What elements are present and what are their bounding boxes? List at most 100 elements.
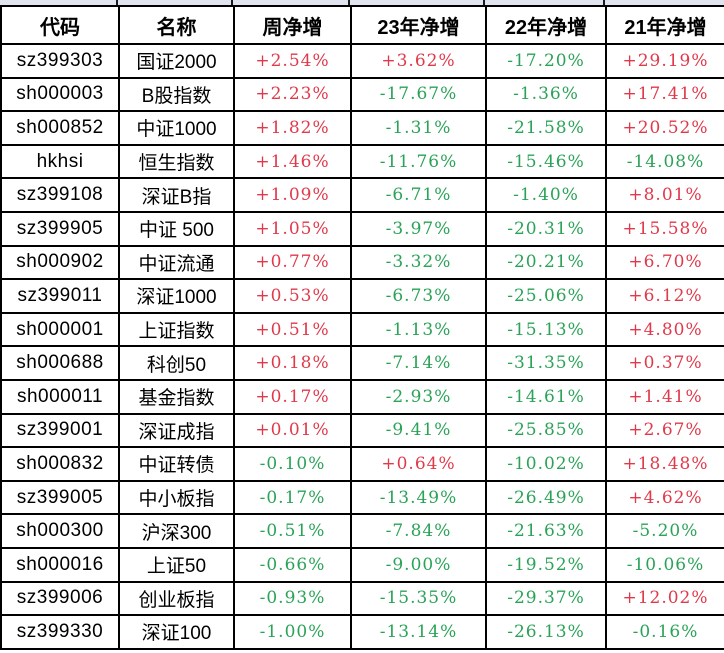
header-2021-change[interactable]: 21年净增 bbox=[605, 5, 724, 45]
value-cell[interactable]: -25.85% bbox=[485, 412, 607, 449]
name-cell[interactable]: 中证 500 bbox=[118, 210, 235, 247]
value-cell[interactable]: -0.10% bbox=[233, 446, 352, 482]
name-cell[interactable]: 上证50 bbox=[118, 546, 235, 583]
header-code[interactable]: 代码 bbox=[0, 5, 120, 45]
value-cell[interactable]: +0.01% bbox=[233, 412, 352, 449]
value-cell[interactable]: -15.35% bbox=[350, 580, 487, 617]
code-cell[interactable]: sh000300 bbox=[0, 513, 120, 549]
value-cell[interactable]: -20.31% bbox=[485, 210, 607, 247]
value-cell[interactable]: -15.13% bbox=[485, 311, 607, 348]
code-cell[interactable]: sz399006 bbox=[0, 580, 120, 617]
code-cell[interactable]: hkhsi bbox=[0, 143, 120, 180]
value-cell[interactable]: +0.51% bbox=[233, 311, 352, 348]
value-cell[interactable]: +1.82% bbox=[233, 110, 352, 146]
value-cell[interactable]: -17.20% bbox=[485, 43, 607, 79]
value-cell[interactable]: -31.35% bbox=[485, 345, 607, 381]
value-cell[interactable]: +2.23% bbox=[233, 76, 352, 113]
value-cell[interactable]: +4.62% bbox=[605, 479, 724, 516]
value-cell[interactable]: +12.02% bbox=[605, 580, 724, 617]
value-cell[interactable]: +0.53% bbox=[233, 278, 352, 314]
value-cell[interactable]: +29.19% bbox=[605, 43, 724, 79]
code-cell[interactable]: sz399905 bbox=[0, 210, 120, 247]
value-cell[interactable]: +2.67% bbox=[605, 412, 724, 449]
code-cell[interactable]: sh000852 bbox=[0, 110, 120, 146]
value-cell[interactable]: -1.36% bbox=[485, 76, 607, 113]
code-cell[interactable]: sh000001 bbox=[0, 311, 120, 348]
value-cell[interactable]: -0.16% bbox=[605, 614, 724, 650]
value-cell[interactable]: +0.37% bbox=[605, 345, 724, 381]
value-cell[interactable]: +4.80% bbox=[605, 311, 724, 348]
value-cell[interactable]: -7.14% bbox=[350, 345, 487, 381]
value-cell[interactable]: +1.41% bbox=[605, 378, 724, 415]
value-cell[interactable]: -1.40% bbox=[485, 177, 607, 213]
value-cell[interactable]: -10.06% bbox=[605, 546, 724, 583]
value-cell[interactable]: -13.49% bbox=[350, 479, 487, 516]
value-cell[interactable]: -26.49% bbox=[485, 479, 607, 516]
value-cell[interactable]: -0.51% bbox=[233, 513, 352, 549]
code-cell[interactable]: sz399330 bbox=[0, 614, 120, 650]
name-cell[interactable]: 中证流通 bbox=[118, 244, 235, 281]
value-cell[interactable]: -0.17% bbox=[233, 479, 352, 516]
value-cell[interactable]: -13.14% bbox=[350, 614, 487, 650]
value-cell[interactable]: -29.37% bbox=[485, 580, 607, 617]
value-cell[interactable]: -9.41% bbox=[350, 412, 487, 449]
value-cell[interactable]: -11.76% bbox=[350, 143, 487, 180]
name-cell[interactable]: 沪深300 bbox=[118, 513, 235, 549]
code-cell[interactable]: sz399303 bbox=[0, 43, 120, 79]
code-cell[interactable]: sz399108 bbox=[0, 177, 120, 213]
name-cell[interactable]: B股指数 bbox=[118, 76, 235, 113]
value-cell[interactable]: +0.64% bbox=[350, 446, 487, 482]
code-cell[interactable]: sz399005 bbox=[0, 479, 120, 516]
value-cell[interactable]: -3.32% bbox=[350, 244, 487, 281]
header-week-change[interactable]: 周净增 bbox=[233, 5, 352, 45]
value-cell[interactable]: +8.01% bbox=[605, 177, 724, 213]
value-cell[interactable]: +18.48% bbox=[605, 446, 724, 482]
header-name[interactable]: 名称 bbox=[118, 5, 235, 45]
name-cell[interactable]: 恒生指数 bbox=[118, 143, 235, 180]
value-cell[interactable]: -0.66% bbox=[233, 546, 352, 583]
value-cell[interactable]: -14.61% bbox=[485, 378, 607, 415]
header-2023-change[interactable]: 23年净增 bbox=[350, 5, 487, 45]
value-cell[interactable]: -1.13% bbox=[350, 311, 487, 348]
name-cell[interactable]: 中小板指 bbox=[118, 479, 235, 516]
header-2022-change[interactable]: 22年净增 bbox=[485, 5, 607, 45]
value-cell[interactable]: +1.46% bbox=[233, 143, 352, 180]
value-cell[interactable]: +2.54% bbox=[233, 43, 352, 79]
value-cell[interactable]: +20.52% bbox=[605, 110, 724, 146]
value-cell[interactable]: -14.08% bbox=[605, 143, 724, 180]
value-cell[interactable]: +0.18% bbox=[233, 345, 352, 381]
value-cell[interactable]: -21.58% bbox=[485, 110, 607, 146]
name-cell[interactable]: 创业板指 bbox=[118, 580, 235, 617]
value-cell[interactable]: -15.46% bbox=[485, 143, 607, 180]
value-cell[interactable]: -1.00% bbox=[233, 614, 352, 650]
value-cell[interactable]: +1.09% bbox=[233, 177, 352, 213]
name-cell[interactable]: 中证1000 bbox=[118, 110, 235, 146]
value-cell[interactable]: -1.31% bbox=[350, 110, 487, 146]
name-cell[interactable]: 科创50 bbox=[118, 345, 235, 381]
name-cell[interactable]: 深证1000 bbox=[118, 278, 235, 314]
value-cell[interactable]: +1.05% bbox=[233, 210, 352, 247]
value-cell[interactable]: +3.62% bbox=[350, 43, 487, 79]
code-cell[interactable]: sh000011 bbox=[0, 378, 120, 415]
name-cell[interactable]: 上证指数 bbox=[118, 311, 235, 348]
name-cell[interactable]: 基金指数 bbox=[118, 378, 235, 415]
value-cell[interactable]: +0.17% bbox=[233, 378, 352, 415]
value-cell[interactable]: +0.77% bbox=[233, 244, 352, 281]
code-cell[interactable]: sh000688 bbox=[0, 345, 120, 381]
code-cell[interactable]: sz399001 bbox=[0, 412, 120, 449]
value-cell[interactable]: +17.41% bbox=[605, 76, 724, 113]
value-cell[interactable]: +6.12% bbox=[605, 278, 724, 314]
value-cell[interactable]: -25.06% bbox=[485, 278, 607, 314]
value-cell[interactable]: -21.63% bbox=[485, 513, 607, 549]
value-cell[interactable]: -0.93% bbox=[233, 580, 352, 617]
code-cell[interactable]: sh000003 bbox=[0, 76, 120, 113]
value-cell[interactable]: -7.84% bbox=[350, 513, 487, 549]
name-cell[interactable]: 深证成指 bbox=[118, 412, 235, 449]
value-cell[interactable]: -19.52% bbox=[485, 546, 607, 583]
value-cell[interactable]: -9.00% bbox=[350, 546, 487, 583]
code-cell[interactable]: sh000832 bbox=[0, 446, 120, 482]
value-cell[interactable]: -5.20% bbox=[605, 513, 724, 549]
value-cell[interactable]: -3.97% bbox=[350, 210, 487, 247]
code-cell[interactable]: sh000902 bbox=[0, 244, 120, 281]
value-cell[interactable]: -17.67% bbox=[350, 76, 487, 113]
